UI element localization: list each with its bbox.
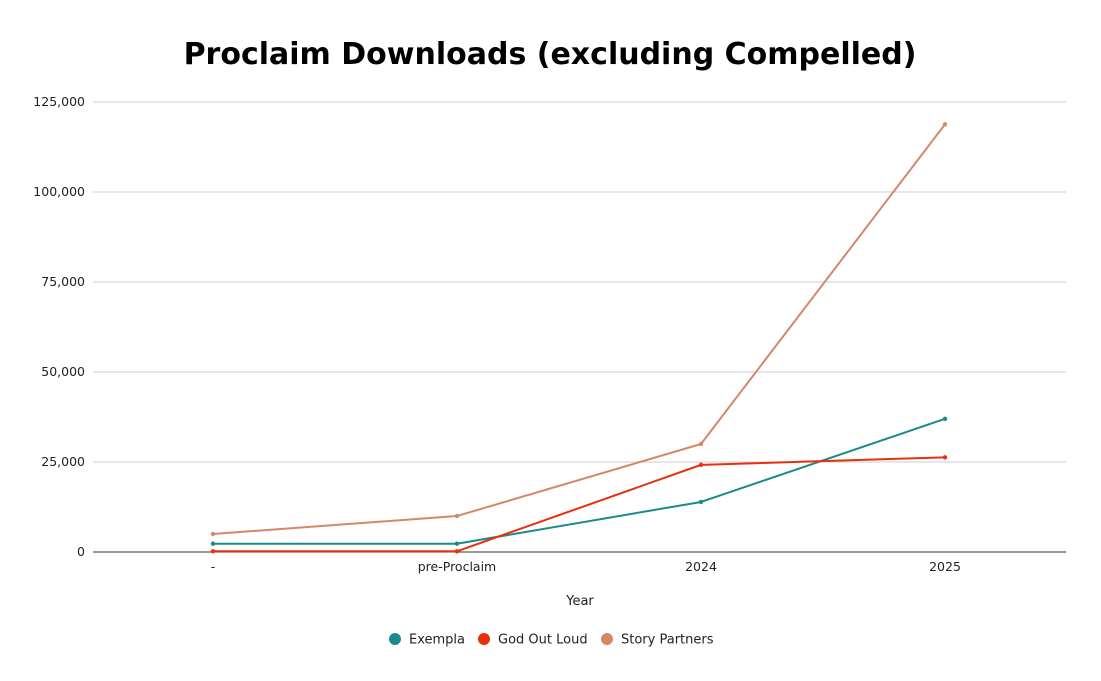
chart-title: Proclaim Downloads (excluding Compelled) bbox=[184, 37, 917, 72]
series-line-story-partners bbox=[212, 123, 946, 535]
series-god-out-loud bbox=[210, 455, 948, 554]
x-tick-label: 2024 bbox=[685, 559, 717, 574]
y-tick-label: 50,000 bbox=[41, 364, 85, 379]
legend-marker bbox=[601, 633, 613, 645]
data-point bbox=[210, 531, 216, 537]
x-tick-label: pre-Proclaim bbox=[418, 559, 497, 574]
legend-label: God Out Loud bbox=[498, 633, 588, 648]
data-point bbox=[698, 499, 704, 505]
legend: Exempla God Out Loud Story Partners bbox=[389, 633, 714, 648]
y-tick-label: 75,000 bbox=[41, 274, 85, 289]
y-tick-label: 125,000 bbox=[33, 94, 85, 109]
y-tick-label: 100,000 bbox=[33, 184, 85, 199]
series-line-god-out-loud bbox=[213, 456, 946, 553]
x-axis-ticks: - pre-Proclaim 2024 2025 bbox=[211, 559, 961, 574]
data-point bbox=[942, 455, 948, 460]
legend-label: Exempla bbox=[409, 633, 465, 648]
data-point bbox=[698, 462, 704, 468]
x-axis-label: Year bbox=[565, 594, 594, 609]
x-tick-label: 2025 bbox=[929, 559, 961, 574]
legend-item: Exempla bbox=[389, 633, 465, 648]
y-axis-ticks: 0 25,000 50,000 75,000 100,000 125,000 bbox=[33, 94, 85, 559]
data-point bbox=[454, 541, 460, 546]
data-point bbox=[454, 549, 460, 554]
data-point bbox=[210, 549, 216, 554]
legend-item: Story Partners bbox=[601, 633, 714, 648]
data-point bbox=[210, 541, 216, 546]
series-lines bbox=[210, 122, 948, 554]
gridlines bbox=[93, 101, 1066, 553]
legend-label: Story Partners bbox=[621, 633, 714, 648]
legend-item: God Out Loud bbox=[478, 633, 588, 648]
data-point bbox=[942, 122, 948, 127]
x-tick-label: - bbox=[211, 559, 216, 574]
legend-marker bbox=[389, 633, 401, 645]
y-tick-label: 0 bbox=[77, 544, 85, 559]
legend-marker bbox=[478, 633, 490, 645]
data-point bbox=[942, 416, 948, 421]
data-point bbox=[454, 513, 460, 519]
series-story-partners bbox=[210, 122, 948, 537]
data-point bbox=[698, 441, 704, 447]
y-tick-label: 25,000 bbox=[41, 454, 85, 469]
